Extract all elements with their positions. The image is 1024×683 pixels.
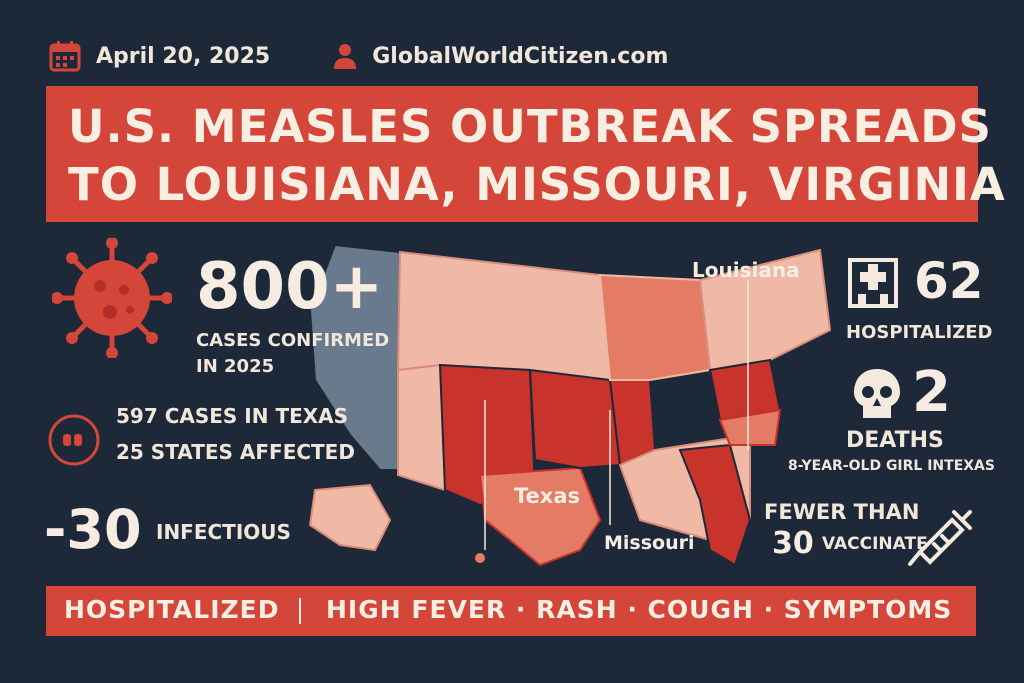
vaccinate-value: 30 [772,526,814,561]
banner-right: HIGH FEVER · RASH · COUGH · SYMPTOMS [326,595,953,624]
deaths-label: DEATHS [846,428,944,453]
infectious-label: INFECTIOUS [156,520,291,544]
banner-divider [299,598,301,624]
virus-icon [52,238,172,358]
vaccinate-label: VACCINATE [822,534,928,554]
texas-cases: 597 CASES IN TEXAS [116,404,349,428]
states-affected: 25 STATES AFFECTED [116,440,355,464]
person-icon [334,44,357,69]
deaths-value: 2 [912,360,951,425]
headline-line-1: U.S. MEASLES OUTBREAK SPREADS [68,100,992,153]
cough-icon [48,414,100,466]
hospitalized-value: 62 [914,252,984,310]
symptoms-banner: HOSPITALIZED HIGH FEVER · RASH · COUGH ·… [46,586,976,636]
headline-line-2: TO LOUISIANA, MISSOURI, VIRGINIA [68,158,1006,211]
skull-icon [854,369,900,418]
cases-label-2: IN 2025 [196,356,275,377]
map-label-texas: Texas [514,484,580,508]
deaths-note: 8-YEAR-OLD GIRL INTEXAS [788,458,995,474]
infectious-value: -30 [44,498,142,561]
calendar-icon [49,41,81,72]
us-map [308,243,832,567]
syringe-icon [908,510,972,566]
headline-banner: U.S. MEASLES OUTBREAK SPREADS TO LOUISIA… [46,86,1005,222]
banner-left: HOSPITALIZED [64,595,280,624]
hospital-icon [848,258,898,308]
hospitalized-label: HOSPITALIZED [846,322,993,343]
header-site: GlobalWorldCitizen.com [372,43,669,69]
cases-label-1: CASES CONFIRMED [196,330,390,351]
map-label-missouri: Missouri [604,532,695,554]
vaccinate-line1: FEWER THAN [764,500,920,524]
cases-value: 800+ [196,250,384,324]
map-label-louisiana: Louisiana [692,258,800,282]
header-bar: April 20, 2025 GlobalWorldCitizen.com [48,36,668,76]
header-date: April 20, 2025 [96,43,271,69]
